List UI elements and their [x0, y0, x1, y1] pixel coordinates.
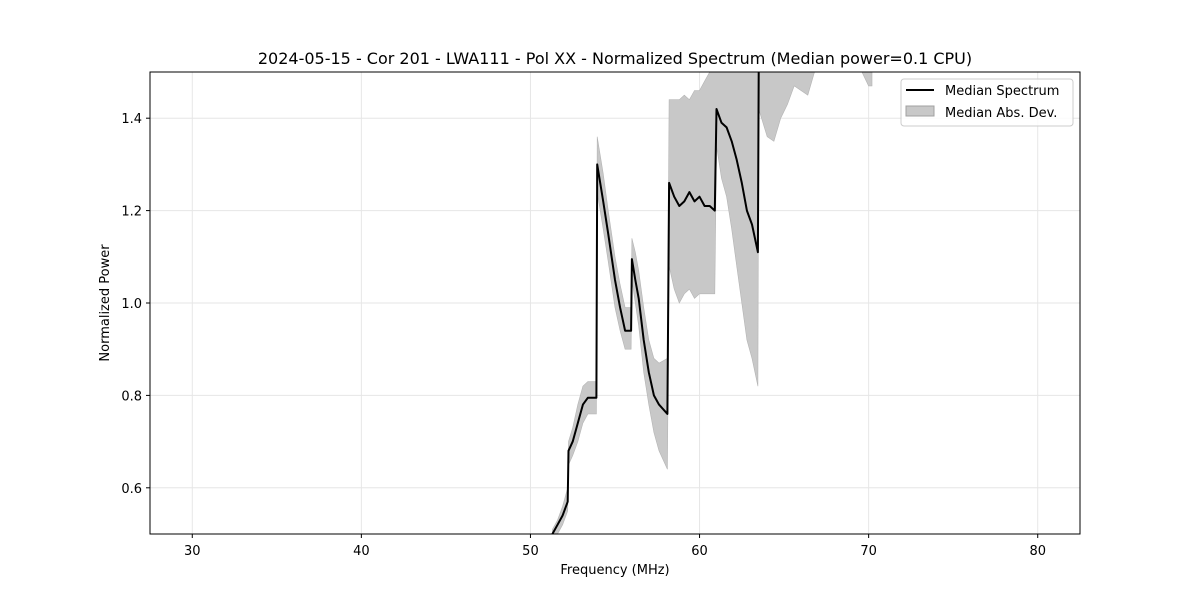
x-tick-label: 50 — [522, 544, 539, 559]
x-axis-label: Frequency (MHz) — [560, 563, 669, 578]
y-tick-label: 1.2 — [121, 205, 142, 220]
x-tick-label: 80 — [1029, 544, 1046, 559]
x-tick-label: 60 — [691, 544, 708, 559]
chart-title: 2024-05-15 - Cor 201 - LWA111 - Pol XX -… — [258, 49, 972, 68]
y-tick-label: 1.0 — [121, 297, 142, 312]
data-layer — [551, 72, 873, 534]
x-tick-label: 70 — [860, 544, 877, 559]
axis-ticks: 30 40 50 60 70 80 0.6 0.8 1.0 1.2 1.4 — [121, 112, 1046, 559]
median-spectrum-line — [551, 72, 760, 534]
y-tick-label: 1.4 — [121, 112, 142, 127]
mad-band-area — [552, 72, 873, 534]
legend-area-swatch — [905, 105, 935, 117]
legend-label-median-spectrum: Median Spectrum — [945, 84, 1059, 99]
y-tick-label: 0.6 — [121, 482, 142, 497]
plot-frame — [149, 71, 1081, 535]
x-tick-label: 40 — [353, 544, 370, 559]
y-axis-label: Normalized Power — [98, 244, 113, 362]
legend: Median Spectrum Median Abs. Dev. — [900, 78, 1074, 127]
grid-lines — [150, 72, 1080, 534]
x-tick-label: 30 — [184, 544, 201, 559]
legend-box — [900, 78, 1074, 127]
y-tick-label: 0.8 — [121, 389, 142, 404]
legend-label-median-abs-dev: Median Abs. Dev. — [945, 106, 1057, 121]
